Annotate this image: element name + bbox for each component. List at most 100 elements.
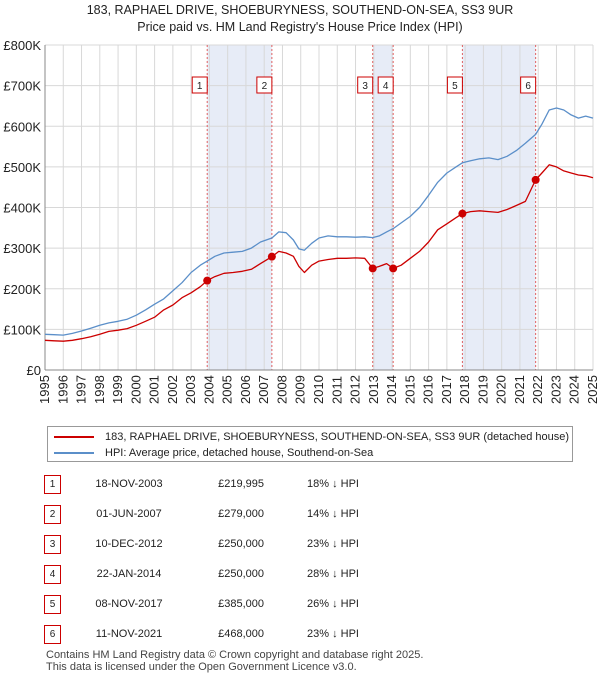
price-chart: £0 £100K £200K £300K £400K £500K £600K £700K £80… [3,38,600,404]
transaction-date: 10-DEC-2012 [95,538,163,550]
transaction-hpi-diff: 14% ↓ HPI [307,508,359,520]
x-tick-label: 2003 [183,375,198,404]
x-tick-label: 2024 [567,375,582,404]
x-tick-label: 2022 [530,375,545,404]
transaction-label: 5 [452,81,458,92]
x-tick-label: 2004 [201,375,216,404]
x-tick-label: 2001 [147,375,162,404]
transaction-date: 08-NOV-2017 [95,598,163,610]
x-tick-label: 2002 [165,375,180,404]
transaction-label-box [191,76,208,94]
transaction-label: 4 [383,81,389,92]
transaction-date: 01-JUN-2007 [96,508,162,520]
legend-label-property: 183, RAPHAEL DRIVE, SHOEBURYNESS, SOUTHE… [105,431,569,443]
transaction-price: £279,000 [218,508,264,520]
transaction-label: 2 [262,81,268,92]
y-tick-label: £400K [3,201,41,216]
transaction-label-box [446,76,463,94]
transaction-hpi-diff: 18% ↓ HPI [307,478,359,490]
x-tick-label: 2005 [220,375,235,404]
x-tick-label: 2007 [256,375,271,404]
transaction-number: 5 [44,595,61,614]
x-tick-label: 2025 [585,375,600,404]
x-tick-label: 2006 [238,375,253,404]
transaction-label-box [357,76,374,94]
transaction-label: 3 [362,81,368,92]
y-tick-label: £100K [3,322,41,337]
transaction-number: 6 [44,625,61,644]
x-tick-label: 2015 [402,375,417,404]
x-tick-label: 2008 [274,375,289,404]
table-row: 3 10-DEC-2012 £250,000 23% ↓ HPI [44,535,564,555]
legend-item-property: 183, RAPHAEL DRIVE, SHOEBURYNESS, SOUTHE… [54,429,569,445]
transaction-price: £250,000 [218,568,264,580]
x-tick-label: 2014 [384,375,399,404]
transaction-hpi-diff: 28% ↓ HPI [307,568,359,580]
transaction-label: 1 [197,81,203,92]
y-tick-label: £700K [3,79,41,94]
transaction-point [368,264,377,273]
transaction-date: 22-JAN-2014 [96,568,162,580]
table-row: 6 11-NOV-2021 £468,000 23% ↓ HPI [44,625,564,645]
transaction-point [531,175,540,184]
hpi-line [44,107,594,336]
x-tick-label: 2019 [475,375,490,404]
x-tick-label: 2017 [439,375,454,404]
transaction-label-box [377,76,394,94]
chart-legend: 183, RAPHAEL DRIVE, SHOEBURYNESS, SOUTHE… [47,426,573,462]
x-tick-label: 2016 [421,375,436,404]
x-tick-label: 2013 [366,375,381,404]
legend-swatch-hpi [54,452,94,454]
transaction-label: 6 [525,81,531,92]
transaction-price: £250,000 [218,538,264,550]
x-tick-label: 2020 [494,375,509,404]
x-tick-label: 1999 [110,375,125,404]
table-row: 5 08-NOV-2017 £385,000 26% ↓ HPI [44,595,564,615]
x-tick-label: 2010 [311,375,326,404]
transaction-label-box [256,76,273,94]
x-tick-label: 2018 [457,375,472,404]
transaction-date: 11-NOV-2021 [95,628,163,640]
transaction-point [458,209,467,218]
transaction-number: 3 [44,535,61,554]
legend-item-hpi: HPI: Average price, detached house, Sout… [54,445,373,461]
y-tick-label: £200K [3,282,41,297]
legend-label-hpi: HPI: Average price, detached house, Sout… [105,447,374,459]
footer-copyright: Contains HM Land Registry data © Crown c… [46,649,424,661]
x-tick-label: 2023 [548,375,563,404]
footer: Contains HM Land Registry data © Crown c… [46,649,423,673]
y-tick-label: £600K [3,119,41,134]
x-tick-label: 1997 [74,375,89,404]
property-price-line [44,164,594,342]
x-tick-label: 2011 [329,376,344,404]
y-tick-label: £500K [3,160,41,175]
transaction-hpi-diff: 23% ↓ HPI [307,538,359,550]
x-tick-label: 1996 [55,375,70,404]
transaction-hpi-diff: 23% ↓ HPI [307,628,359,640]
transaction-point [389,264,398,273]
y-tick-label: £0 [27,363,41,378]
chart-title: 183, RAPHAEL DRIVE, SHOEBURYNESS, SOUTHE… [0,2,600,36]
transaction-number: 1 [44,475,61,494]
transaction-point [203,276,212,285]
table-row: 2 01-JUN-2007 £279,000 14% ↓ HPI [44,505,564,525]
y-tick-label: £300K [3,241,41,256]
chart-title-line1: 183, RAPHAEL DRIVE, SHOEBURYNESS, SOUTHE… [86,3,514,17]
transaction-number: 4 [44,565,61,584]
transaction-point [267,252,276,261]
x-tick-label: 2000 [128,375,143,404]
x-tick-label: 1995 [37,375,52,404]
transaction-price: £219,995 [218,478,264,490]
x-tick-label: 2012 [348,375,363,404]
transaction-price: £385,000 [218,598,264,610]
footer-licence: This data is licensed under the Open Gov… [46,661,357,673]
transaction-price: £468,000 [218,628,264,640]
legend-swatch-property [54,436,94,438]
transaction-number: 2 [44,505,61,524]
x-tick-label: 1998 [92,375,107,404]
y-tick-label: £800K [3,38,41,53]
table-row: 4 22-JAN-2014 £250,000 28% ↓ HPI [44,565,564,585]
table-row: 1 18-NOV-2003 £219,995 18% ↓ HPI [44,475,564,495]
chart-title-line2: Price paid vs. HM Land Registry's House … [137,20,463,34]
x-tick-label: 2009 [293,375,308,404]
